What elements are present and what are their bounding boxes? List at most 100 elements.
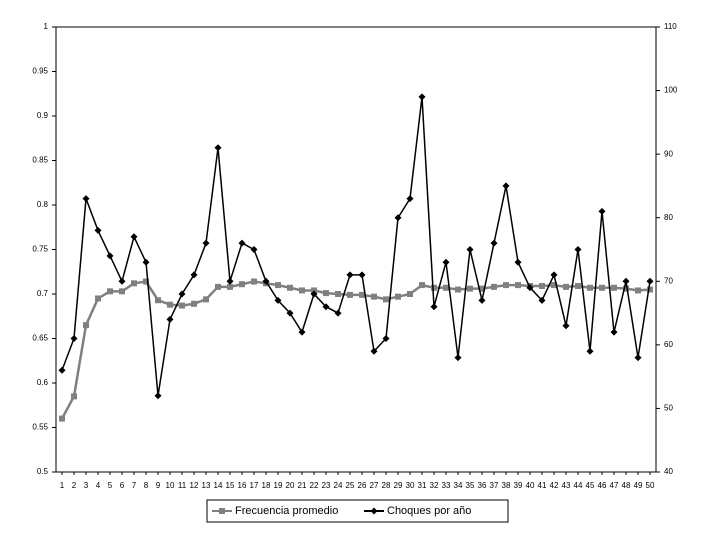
x-tick-label: 9 [156,481,161,490]
point [646,277,654,285]
legend-marker [370,507,378,515]
y-tick-label: 0.55 [32,423,48,432]
x-tick-label: 5 [108,481,113,490]
point [623,285,629,292]
x-tick-label: 26 [358,481,367,490]
point [94,226,102,234]
y-tick-label: 0.6 [37,378,49,387]
point [239,281,245,288]
point [118,277,126,285]
point [251,278,257,285]
y-tick-label: 0.8 [37,200,49,209]
y-tick-label: 0.65 [32,334,48,343]
point [599,284,605,291]
x-tick-label: 34 [454,481,463,490]
point [70,335,78,342]
point [274,296,282,304]
x-tick-label: 39 [514,481,523,490]
point [635,287,641,294]
point [371,293,377,300]
y2-tick-label: 110 [664,22,677,31]
x-tick-label: 12 [190,481,199,490]
legend-box [206,499,509,523]
x-tick-label: 4 [96,481,101,490]
point [550,271,558,279]
point [502,182,510,190]
x-tick-label: 45 [586,481,595,490]
point [299,287,305,294]
x-tick-label: 42 [550,481,559,490]
point [311,287,317,294]
y2-tick-label: 50 [664,404,673,413]
x-tick-label: 8 [144,481,149,490]
x-tick-label: 25 [346,481,355,490]
point [310,290,318,298]
y-tick-label: 0.7 [37,289,49,298]
point [130,233,138,241]
x-tick-label: 11 [178,481,187,490]
x-tick-label: 20 [286,481,295,490]
point [418,93,426,101]
y2-tick-label: 80 [664,213,673,222]
point [227,283,233,290]
x-tick-label: 49 [634,481,643,490]
point [106,252,114,260]
legend-label: Frecuencia promedio [235,505,338,517]
y2-tick-label: 40 [664,467,673,476]
point [443,284,449,291]
y-tick-label: 0.95 [32,67,48,76]
point [142,258,150,266]
point [395,293,401,300]
point [539,282,545,289]
legend-marker [219,508,225,514]
point [647,286,653,293]
point [58,366,66,374]
y-tick-label: 0.9 [37,111,49,120]
point [166,315,174,323]
point [190,271,198,279]
point [322,303,330,311]
x-tick-label: 44 [574,481,583,490]
point [154,392,162,400]
point [119,288,125,295]
point [491,283,497,290]
point [155,297,161,304]
point [622,277,630,285]
x-tick-label: 3 [84,481,89,490]
point [574,246,582,253]
point [250,246,258,253]
x-tick-label: 30 [406,481,415,490]
x-tick-label: 15 [226,481,235,490]
point [191,300,197,307]
x-tick-label: 14 [214,481,223,490]
x-tick-label: 17 [250,481,259,490]
x-tick-label: 10 [166,481,175,490]
x-tick-label: 47 [610,481,619,490]
point [286,309,294,317]
point [538,296,546,304]
point [551,282,557,289]
point [346,271,354,279]
point [298,328,306,336]
y2-tick-label: 70 [664,276,673,285]
point [334,309,342,317]
x-tick-label: 36 [478,481,487,490]
y2-tick-label: 90 [664,149,673,158]
point [358,271,366,279]
point [466,246,474,253]
x-tick-label: 35 [466,481,475,490]
point [71,393,77,400]
point [611,284,617,291]
point [455,286,461,293]
series-line [61,96,651,396]
point [394,214,402,222]
x-tick-label: 22 [310,481,319,490]
x-tick-label: 38 [502,481,511,490]
y-tick-label: 0.75 [32,245,48,254]
point [178,290,186,298]
x-tick-label: 18 [262,481,271,490]
x-tick-label: 13 [202,481,211,490]
legend-label: Choques por año [387,505,471,517]
y-tick-label: 1 [44,22,49,31]
